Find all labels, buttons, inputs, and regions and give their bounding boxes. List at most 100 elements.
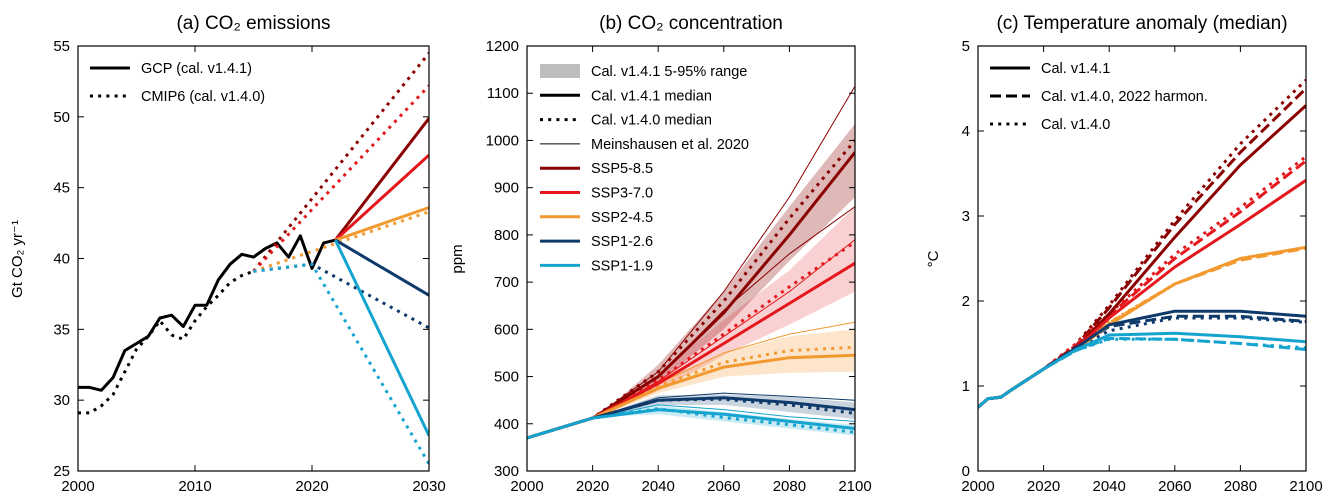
legend: GCP (cal. v1.4.1) CMIP6 (cal. v1.4.0) (90, 61, 265, 105)
series-line-3 (252, 52, 429, 273)
series-line-7 (527, 139, 855, 440)
x-tick-label: 2080 (1224, 478, 1257, 495)
panel-title: (b) CO₂ concentration (599, 13, 783, 34)
legend-swatch (540, 64, 580, 78)
y-tick-label: 600 (494, 321, 519, 338)
x-tick-label: 2040 (1093, 478, 1126, 495)
legend-label: SSP5-8.5 (591, 161, 653, 177)
y-tick-label: 30 (53, 392, 70, 409)
series-line-2 (978, 155, 1306, 409)
x-tick-label: 2080 (773, 478, 806, 495)
series-line-14 (978, 309, 1306, 409)
range-band-2 (599, 206, 855, 417)
y-tick-label: 0 (962, 463, 970, 480)
x-tick-label: 2010 (178, 478, 211, 495)
axes-frame (977, 45, 1307, 472)
series-line-13 (978, 245, 1306, 409)
legend-label: Cal. v1.4.1 5-95% range (591, 64, 747, 80)
plot-area (527, 85, 855, 440)
legend: Cal. v1.4.1 Cal. v1.4.0, 2022 harmon. Cal.… (990, 61, 1208, 133)
series-line-8 (978, 246, 1306, 409)
legend: Cal. v1.4.1 5-95% range Cal. v1.4.1 media… (540, 64, 749, 274)
series-line-5 (978, 337, 1306, 409)
x-tick-label: 2100 (838, 478, 871, 495)
legend-label: CMIP6 (cal. v1.4.0) (141, 89, 265, 105)
legend-label: GCP (cal. v1.4.1) (141, 61, 252, 77)
y-tick-label: 700 (494, 274, 519, 291)
series-line-5 (253, 210, 429, 273)
series-line-16 (527, 408, 855, 440)
series-line-10 (527, 397, 855, 440)
panel-1: 2000 2010 2020 2030 25 30 35 40 45 50 55 (a) CO₂ em… (9, 13, 446, 495)
y-tick-label: 500 (494, 369, 519, 386)
legend-label: SSP1-1.9 (591, 258, 653, 274)
legend-label: SSP3-7.0 (591, 186, 653, 202)
x-tick-label: 2060 (1158, 478, 1191, 495)
x-tick-label: 2020 (295, 478, 328, 495)
y-tick-label: 1000 (486, 132, 519, 149)
x-tick-label: 2060 (707, 478, 740, 495)
panel-title: (c) Temperature anomaly (median) (996, 13, 1287, 34)
series-line-9 (978, 314, 1306, 409)
y-tick-label: 1 (962, 378, 970, 395)
series-line-7 (253, 262, 429, 465)
y-tick-label: 5 (962, 38, 970, 55)
series-line-6 (978, 87, 1306, 409)
x-tick-label: 2100 (1289, 478, 1322, 495)
y-tick-label: 800 (494, 227, 519, 244)
y-tick-label: 35 (53, 321, 70, 338)
panel-title: (a) CO₂ emissions (176, 13, 330, 34)
y-axis-label: Gt CO₂ yr⁻¹ (9, 220, 26, 298)
legend-label: SSP1-2.6 (591, 234, 653, 250)
series-line-9 (334, 153, 429, 242)
series-line-6 (253, 262, 429, 330)
y-tick-label: 1100 (487, 85, 519, 102)
legend-label: SSP2-4.5 (591, 210, 653, 226)
series-line-4 (252, 84, 429, 273)
legend-label: Cal. v1.4.1 median (591, 88, 712, 104)
y-axis-label: ppm (449, 244, 466, 273)
series-line-4 (978, 316, 1306, 409)
x-tick-label: 2040 (642, 478, 675, 495)
x-tick-label: 2000 (61, 478, 94, 495)
series-line-15 (978, 331, 1306, 409)
x-tick-label: 2000 (510, 478, 543, 495)
legend-label: Cal. v1.4.0, 2022 harmon. (1041, 89, 1208, 105)
x-tick-label: 2020 (1027, 478, 1060, 495)
series-line-3 (978, 245, 1306, 409)
series-line-12 (334, 239, 429, 437)
series-line-10 (978, 336, 1306, 409)
legend-label: Cal. v1.4.0 (1041, 117, 1110, 133)
y-tick-label: 300 (494, 463, 519, 480)
plot-area (78, 52, 429, 465)
x-tick-label: 2000 (961, 478, 994, 495)
y-tick-label: 40 (53, 251, 70, 268)
legend-label: Meinshausen et al. 2020 (591, 137, 749, 153)
y-tick-label: 55 (53, 38, 70, 55)
x-tick-label: 2020 (576, 478, 609, 495)
range-band-5 (599, 405, 855, 436)
y-tick-label: 400 (494, 416, 519, 433)
y-axis-label: °C (925, 250, 942, 267)
series-line-1 (978, 78, 1306, 409)
series-line-1 (78, 234, 336, 392)
panel-3: 2000 2020 2040 2060 2080 2100 0 1 2 3 4 5 (c) Temper… (925, 13, 1323, 495)
y-tick-label: 3 (962, 208, 970, 225)
axes-frame (526, 45, 856, 472)
series-line-11 (334, 238, 429, 297)
y-tick-label: 2 (962, 293, 970, 310)
y-tick-label: 50 (53, 109, 70, 126)
legend-label: Cal. v1.4.1 (1041, 61, 1110, 77)
y-tick-label: 1200 (486, 38, 519, 55)
y-tick-label: 900 (494, 180, 519, 197)
panel-2: 2000 2020 2040 2060 2080 2100 300 400 500 600 700 8… (449, 13, 872, 495)
series-line-8 (334, 117, 429, 242)
y-tick-label: 25 (53, 463, 70, 480)
plot-area (978, 78, 1306, 409)
series-line-2 (78, 269, 255, 415)
legend-label: Cal. v1.4.0 median (591, 113, 712, 129)
y-tick-label: 45 (53, 180, 70, 197)
y-tick-label: 4 (962, 123, 970, 140)
series-line-10 (334, 206, 429, 242)
